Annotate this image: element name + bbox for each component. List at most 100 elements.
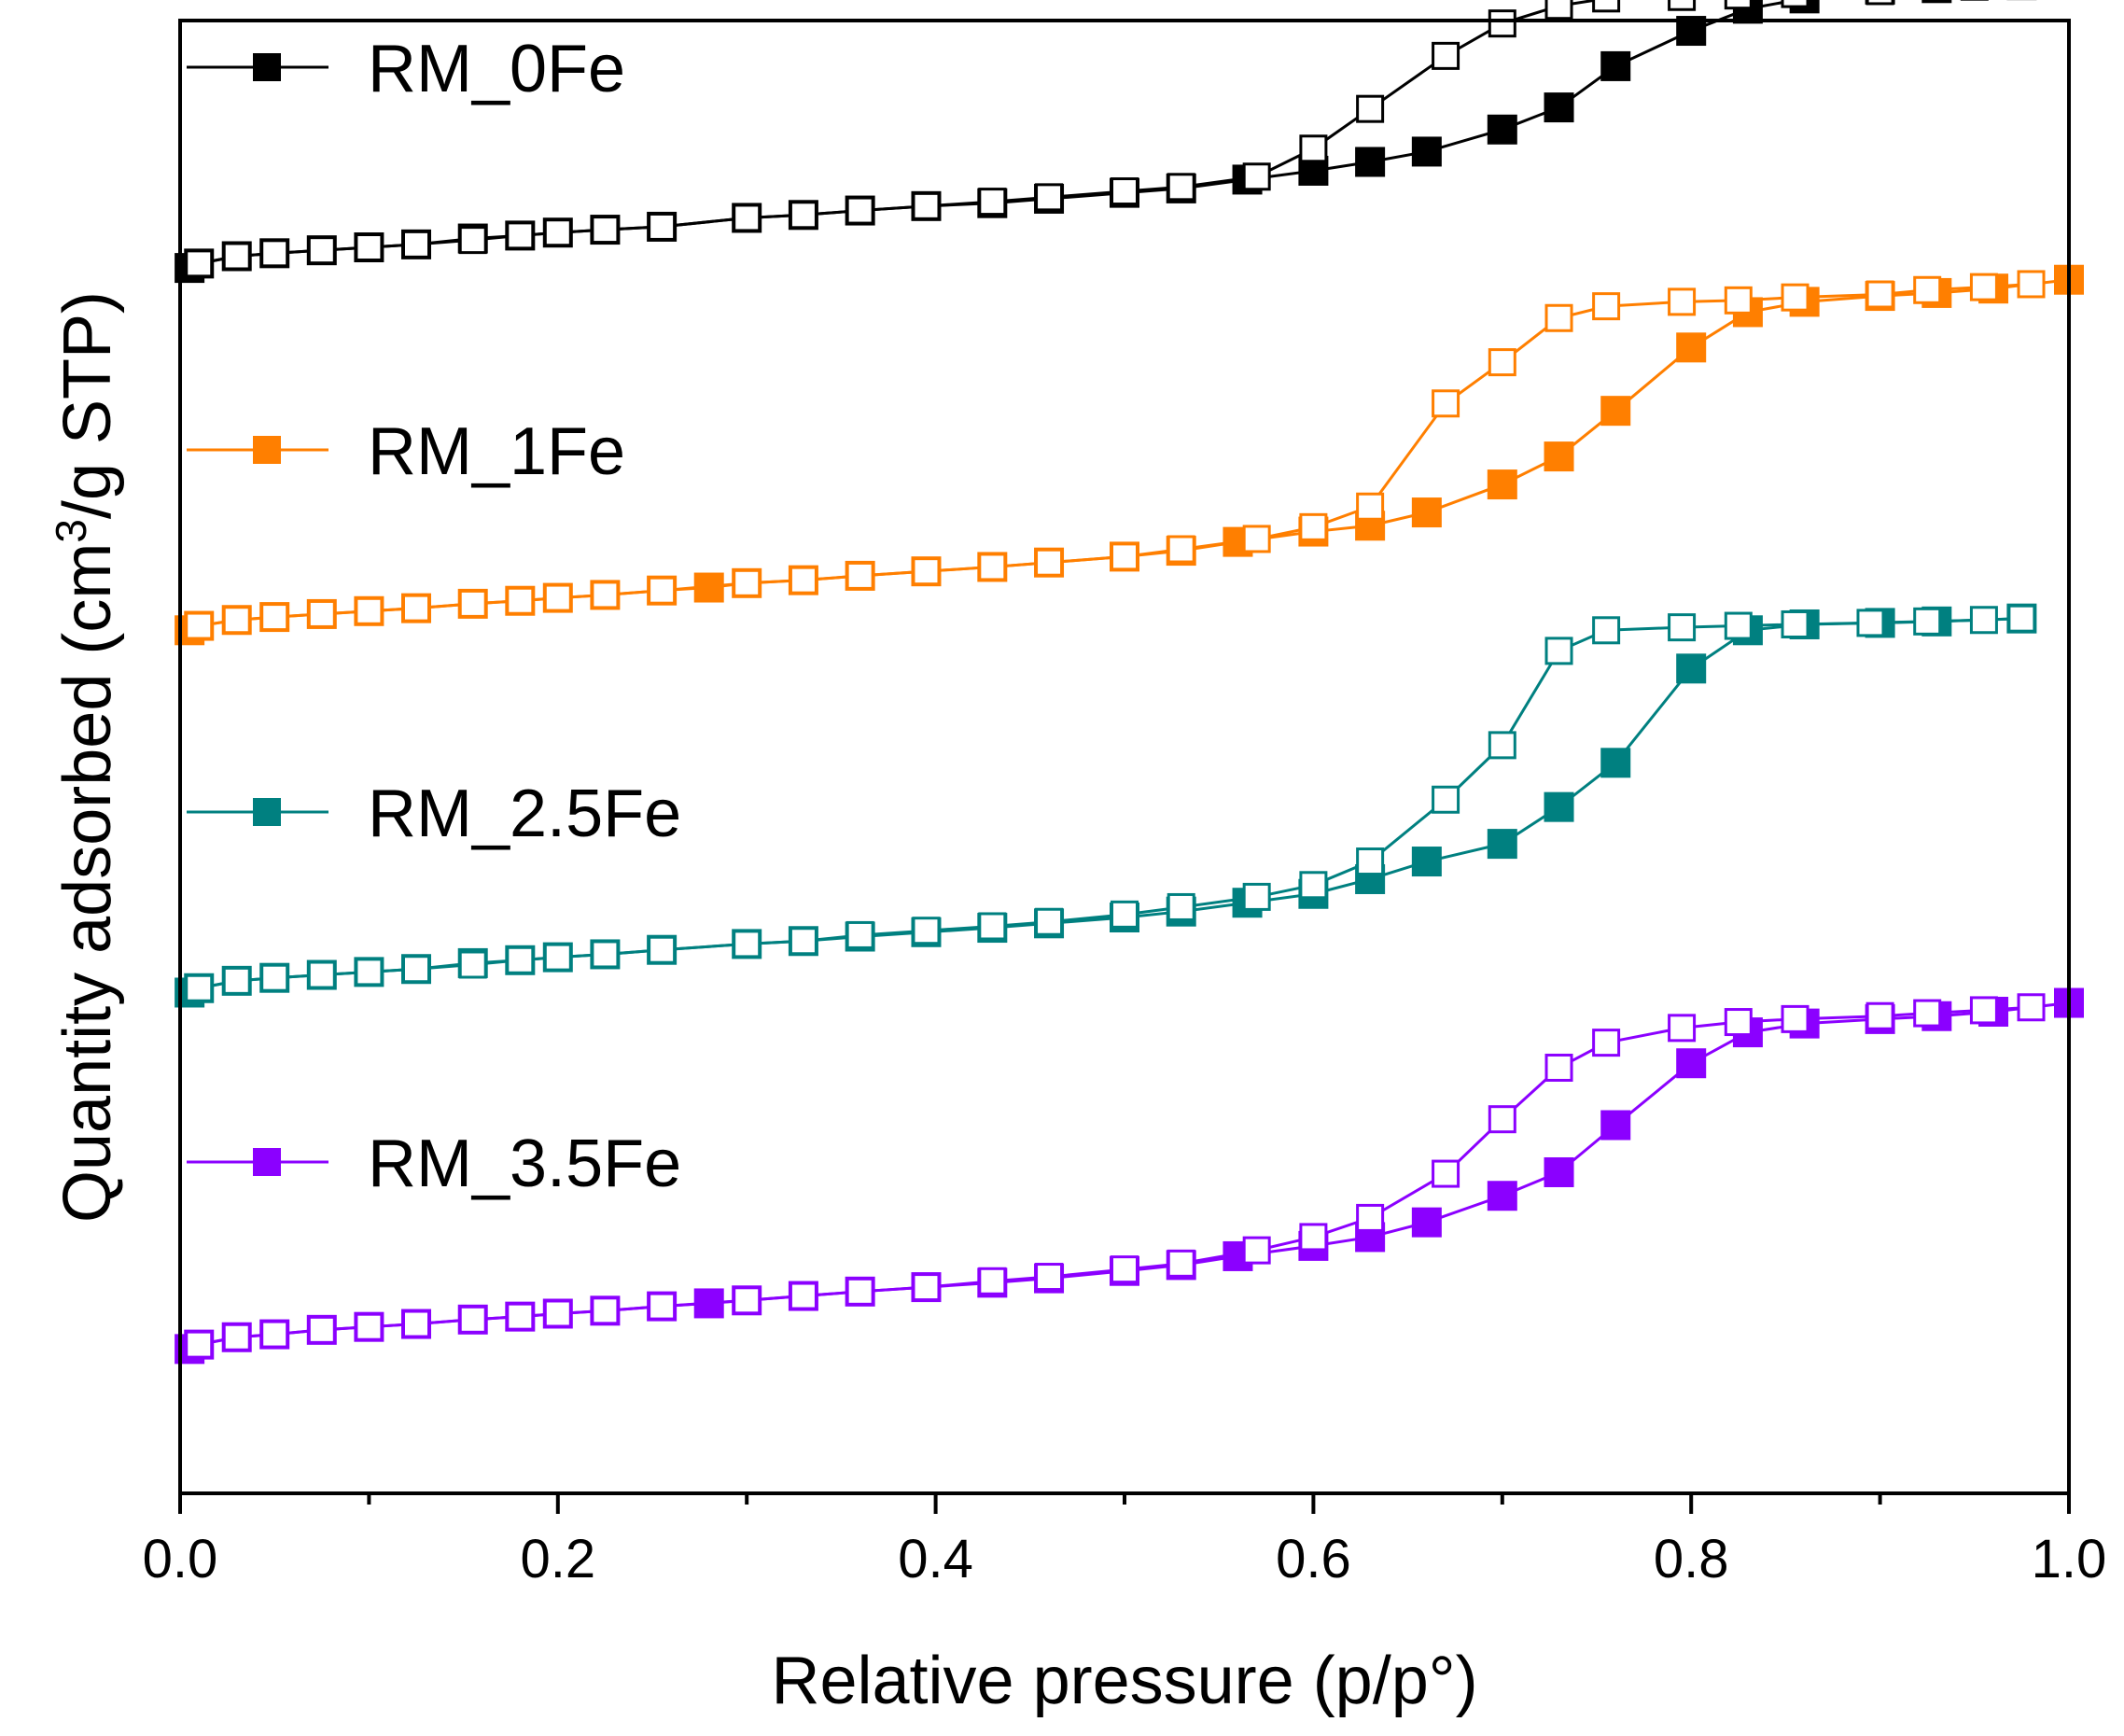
rm-0fe-desorption-point	[543, 218, 572, 247]
rm-1fe-desorption-point	[1167, 535, 1195, 564]
x-axis: 0.0 0.2 0.4 0.6 0.8 1.0	[143, 1493, 2107, 1589]
rm-3-5fe-adsorption-point	[1411, 1207, 1442, 1238]
rm-0fe-desorption-point	[845, 196, 874, 225]
rm-0fe-desorption-point	[1922, 0, 1951, 3]
series-RM_1Fe	[175, 264, 2084, 646]
x-tick-label: 0.4	[898, 1529, 973, 1589]
rm-3-5fe-desorption-point	[648, 1292, 677, 1321]
legend-entry-RM_3.5Fe: RM_3.5Fe	[187, 1127, 681, 1201]
rm-3-5fe-desorption-point	[1969, 996, 1998, 1025]
rm-1fe-desorption-point	[402, 594, 430, 623]
rm-1fe-desorption-point	[2017, 270, 2046, 299]
rm-1fe-desorption-point	[1913, 275, 1942, 304]
rm-2-5fe-desorption-point	[260, 963, 289, 992]
rm-0fe-desorption-point	[1299, 134, 1328, 163]
legend-entry-RM_1Fe: RM_1Fe	[187, 414, 625, 489]
rm-3-5fe-desorption-point	[260, 1320, 289, 1349]
rm-2-5fe-desorption-point	[1592, 616, 1621, 645]
rm-1fe-desorption-point	[260, 603, 289, 632]
rm-0fe-desorption-point	[733, 203, 762, 232]
rm-3-5fe-desorption-point	[1781, 1004, 1810, 1033]
rm-1fe-desorption-point	[1299, 512, 1328, 541]
rm-1fe-desorption-point	[355, 596, 384, 625]
rm-3-5fe-desorption-point	[1544, 1053, 1573, 1082]
rm-1fe-desorption-point	[506, 586, 535, 615]
rm-2-5fe-desorption-point	[543, 943, 572, 972]
rm-2-5fe-desorption-point	[591, 940, 620, 969]
rm-0fe-desorption-point	[1488, 9, 1516, 38]
rm-2-5fe-desorption-point	[1668, 613, 1697, 642]
rm-1fe-desorption-point	[1668, 287, 1697, 316]
x-tick-label: 0.0	[143, 1529, 218, 1589]
rm-3-5fe-desorption-point	[1865, 1001, 1894, 1030]
rm-0fe-desorption-point	[978, 188, 1007, 217]
rm-3-5fe-adsorption-point	[1544, 1156, 1574, 1187]
rm-3-5fe-desorption-point	[2017, 993, 2046, 1022]
rm-2-5fe-adsorption-point	[1676, 653, 1707, 684]
y-axis-title-main: Quantity adsorbed (cm	[50, 543, 125, 1223]
rm-3-5fe-desorption-point	[912, 1273, 941, 1302]
rm-2-5fe-desorption-point	[1111, 900, 1139, 929]
rm-0fe-desorption-point	[1781, 0, 1810, 8]
rm-1fe-adsorption-point	[1487, 469, 1517, 500]
rm-1fe-desorption-point	[978, 553, 1007, 581]
rm-1fe-desorption-point	[458, 589, 487, 618]
rm-2-5fe-adsorption-point	[1600, 748, 1631, 778]
rm-1fe-desorption-point	[1356, 492, 1385, 521]
rm-3-5fe-desorption-point	[1668, 1014, 1697, 1043]
rm-3-5fe-adsorption-point	[1676, 1048, 1707, 1079]
rm-1fe-desorption-point	[1724, 286, 1753, 315]
rm-3-5fe-desorption-point	[591, 1296, 620, 1325]
rm-1fe-desorption-point	[1592, 292, 1621, 321]
rm-3-5fe-desorption-point	[845, 1277, 874, 1306]
rm-0fe-adsorption-point	[1600, 50, 1631, 81]
rm-0fe-adsorption-point	[1487, 114, 1517, 145]
rm-2-5fe-desorption-point	[1969, 606, 1998, 635]
rm-0fe-adsorption-point	[1411, 136, 1442, 167]
legend-label: RM_1Fe	[368, 414, 625, 489]
rm-3-5fe-desorption-point	[1299, 1223, 1328, 1252]
rm-3-5fe-adsorption-point	[693, 1288, 724, 1319]
legend-label: RM_2.5Fe	[368, 777, 681, 851]
rm-1fe-desorption-point	[789, 566, 817, 595]
rm-0fe-desorption-point	[222, 242, 251, 271]
rm-1fe-desorption-point	[543, 583, 572, 612]
rm-3-5fe-desorption-point	[1111, 1255, 1139, 1284]
y-axis-title-unit: /g STP)	[50, 291, 125, 519]
rm-0fe-desorption-point	[1668, 0, 1697, 11]
rm-1fe-desorption-point	[1544, 303, 1573, 332]
rm-0fe-desorption-point	[1035, 183, 1064, 212]
series-RM_0Fe	[175, 0, 2037, 284]
x-tick-label: 0.2	[520, 1529, 595, 1589]
rm-2-5fe-desorption-point	[1167, 892, 1195, 921]
rm-1fe-desorption-point	[1865, 280, 1894, 309]
x-tick-label: 1.0	[2032, 1529, 2107, 1589]
rm-1fe-adsorption-point	[693, 572, 724, 603]
rm-2-5fe-desorption-point	[978, 912, 1007, 941]
rm-2-5fe-desorption-point	[648, 935, 677, 964]
legend-label: RM_3.5Fe	[368, 1127, 681, 1201]
rm-2-5fe-desorption-point	[1432, 785, 1460, 814]
rm-0fe-desorption-point	[1592, 0, 1621, 13]
rm-3-5fe-desorption-point	[222, 1323, 251, 1351]
rm-3-5fe-desorption-point	[1488, 1105, 1516, 1134]
rm-3-5fe-adsorption-point	[1600, 1110, 1631, 1141]
y-axis-title: Quantity adsorbed (cm3/g STP)	[47, 291, 125, 1223]
rm-1fe-desorption-point	[648, 576, 677, 605]
rm-0fe-desorption-point	[1167, 173, 1195, 202]
rm-3-5fe-desorption-point	[733, 1286, 762, 1315]
rm-2-5fe-desorption-point	[1913, 607, 1942, 636]
rm-2-5fe-desorption-point	[402, 955, 430, 984]
rm-1fe-desorption-point	[222, 606, 251, 635]
rm-2-5fe-desorption-point	[845, 920, 874, 949]
rm-1fe-desorption-point	[733, 568, 762, 597]
rm-0fe-desorption-point	[1432, 41, 1460, 70]
x-tick-label: 0.6	[1276, 1529, 1351, 1589]
rm-2-5fe-desorption-point	[1488, 731, 1516, 760]
rm-3-5fe-desorption-point	[789, 1281, 817, 1310]
legend-marker	[253, 798, 281, 826]
rm-3-5fe-desorption-point	[543, 1299, 572, 1328]
rm-0fe-desorption-point	[591, 216, 620, 245]
rm-2-5fe-adsorption-point	[1544, 791, 1574, 822]
